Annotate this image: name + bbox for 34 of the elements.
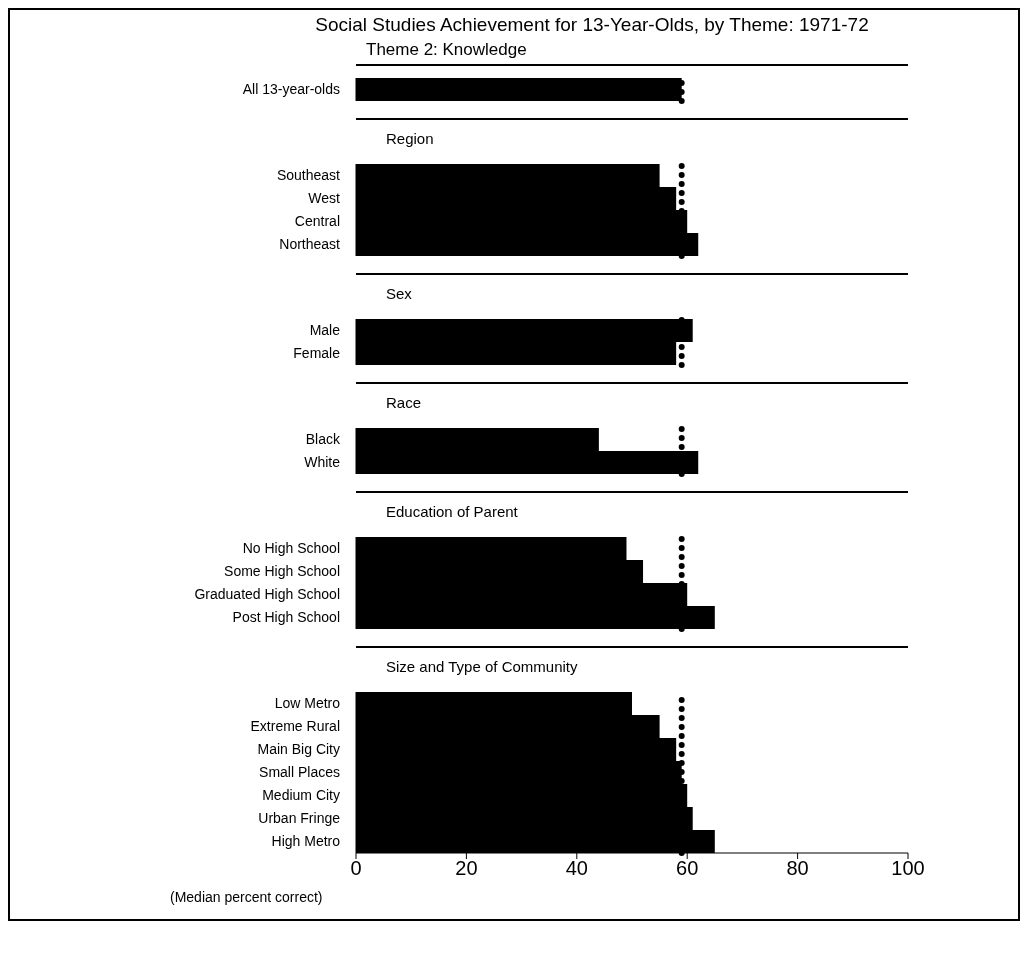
x-tick-label: 20 [455,857,478,880]
x-tick-label: 100 [891,857,925,880]
chart-subtitle: Theme 2: Knowledge [365,40,528,60]
y-tick-label: Extreme Rural [250,718,340,735]
y-tick-label: Medium City [262,787,340,804]
chart-title: Region [386,130,434,147]
y-tick-label: All 13-year-olds [242,81,340,98]
x-tick-label: 40 [565,857,588,880]
y-tick-label: Urban Fringe [258,810,341,827]
y-tick-label: Northeast [279,236,341,253]
y-tick-label: Small Places [259,764,340,781]
y-tick-label: Post High School [232,609,340,626]
y-tick-label: No High School [242,540,340,557]
y-tick-label: Low Metro [274,695,341,712]
y-tick-label: Some High School [224,563,340,580]
x-axis-title: (Median percent correct) [170,889,323,905]
y-tick-label: Main Big City [257,741,340,758]
x-tick-label: 80 [786,857,809,880]
y-tick-label: Male [309,322,341,339]
y-tick-label: Black [305,431,341,448]
y-tick-label: Graduated High School [194,586,340,603]
chart-title: Race [386,394,422,411]
y-tick-label: West [308,190,341,207]
x-tick-label: 0 [350,857,362,880]
y-tick-label: Southeast [276,167,341,184]
y-tick-label: Female [293,345,341,362]
y-tick-label: Central [294,213,340,230]
chart-title: Education of Parent [386,503,518,520]
y-tick-label: High Metro [271,833,341,850]
chart-title: Sex [386,285,412,302]
x-tick-label: 60 [676,857,699,880]
chart-title: Social Studies Achievement for 13-Year-Olds, by Theme: 1971-72 [314,14,870,36]
chart-title: Size and Type of Community [386,658,578,675]
y-tick-label: White [304,454,341,471]
